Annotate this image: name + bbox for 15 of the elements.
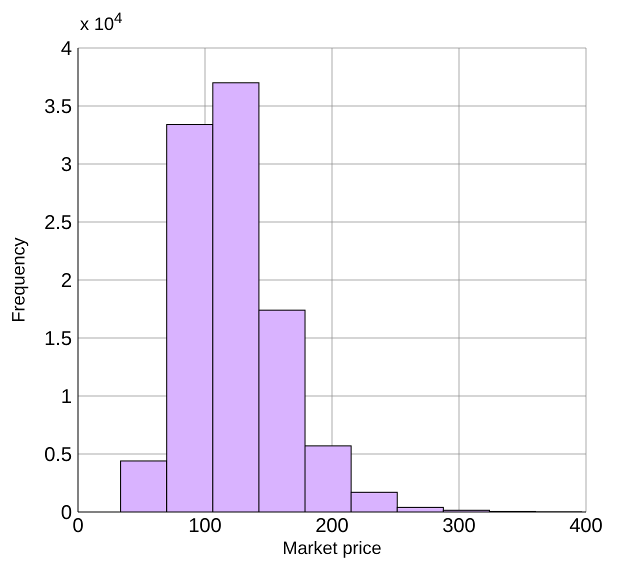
y-tick-label: 3 xyxy=(60,154,72,176)
x-axis-title: Market price xyxy=(282,538,382,558)
x-tick-label: 400 xyxy=(569,515,603,538)
y-axis-title: Frequency xyxy=(8,237,28,323)
y-tick-label: 3.5 xyxy=(44,96,72,118)
y-tick-label: 1 xyxy=(60,386,72,408)
y-tick-label: 4 xyxy=(60,38,72,60)
x-tick-label: 200 xyxy=(315,515,349,538)
x-tick-label: 100 xyxy=(188,515,222,538)
y-tick-label: 2.5 xyxy=(44,212,72,234)
y-tick-label: 1.5 xyxy=(44,328,72,350)
text: x 10$^{4}$ xyxy=(80,10,122,35)
y-tick-label: 2 xyxy=(60,270,72,292)
x-tick-label: 300 xyxy=(442,515,476,538)
y-tick-label: 0.5 xyxy=(44,444,72,466)
